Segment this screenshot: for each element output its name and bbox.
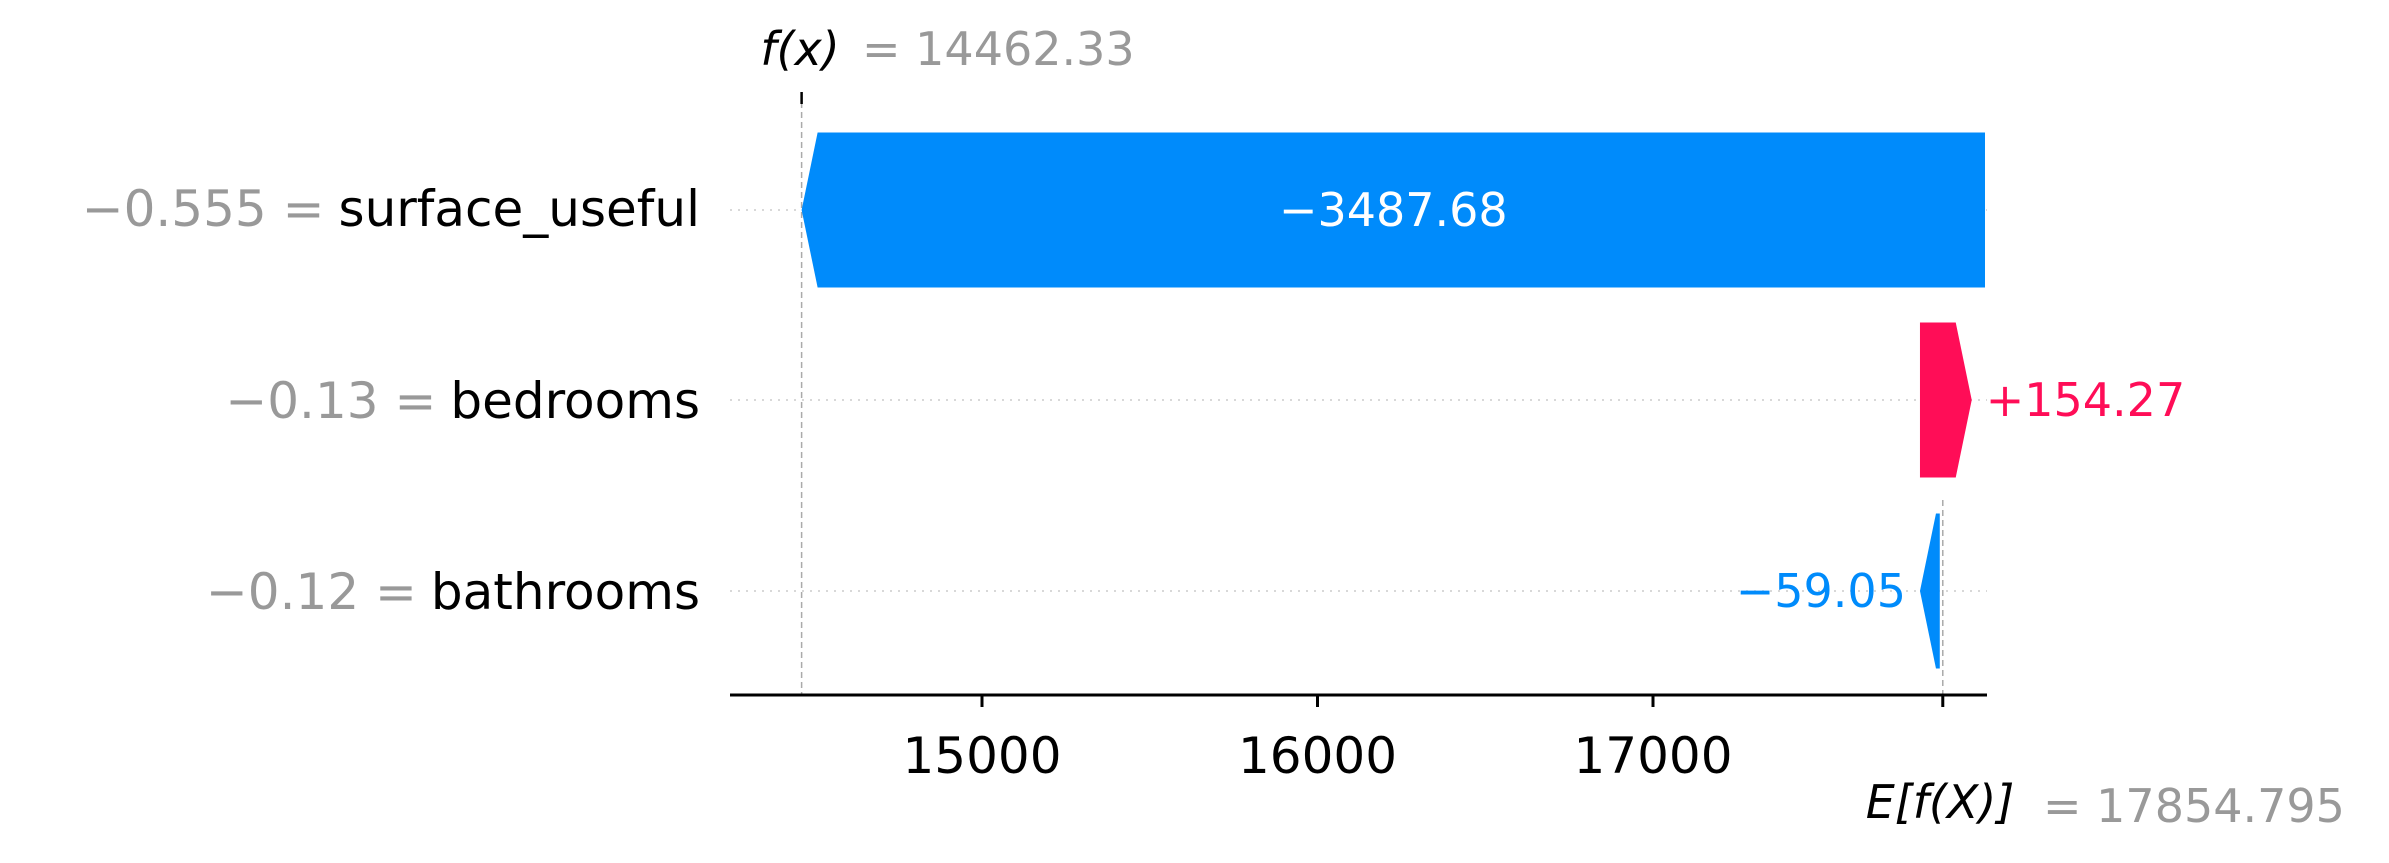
plot-area: −3487.68 +154.27 −59.05 15000 16000 17000 bbox=[730, 92, 2185, 785]
feature-label-surface-useful: −0.555 = surface_useful bbox=[82, 180, 700, 238]
feature-value-bathrooms: −0.12 = bbox=[206, 563, 417, 621]
feature-name-surface-useful: surface_useful bbox=[339, 180, 700, 238]
bar-label-bathrooms: −59.05 bbox=[1736, 564, 1906, 618]
fx-value-label: = 14462.33 bbox=[862, 22, 1135, 76]
x-tick-label-16000: 16000 bbox=[1238, 727, 1397, 785]
feature-name-bedrooms: bedrooms bbox=[450, 372, 700, 430]
bar-label-surface-useful: −3487.68 bbox=[1279, 183, 1508, 237]
feature-value-surface-useful: −0.555 = bbox=[82, 180, 325, 238]
feature-labels: −0.555 = surface_useful −0.13 = bedrooms −… bbox=[82, 180, 700, 621]
efx-value-label: = 17854.795 bbox=[2043, 779, 2345, 833]
feature-label-bathrooms: −0.12 = bathrooms bbox=[206, 563, 700, 621]
feature-name-bathrooms: bathrooms bbox=[431, 563, 700, 621]
bar-surface-useful bbox=[801, 132, 1985, 288]
x-tick-label-17000: 17000 bbox=[1573, 727, 1732, 785]
bar-bathrooms bbox=[1919, 513, 1940, 669]
fx-symbol: f(x) bbox=[760, 22, 839, 76]
efx-symbol: E[f(X)] bbox=[1866, 775, 2015, 829]
feature-value-bedrooms: −0.13 = bbox=[225, 372, 436, 430]
bar-bedrooms bbox=[1919, 322, 1972, 478]
x-tick-label-15000: 15000 bbox=[902, 727, 1061, 785]
bar-label-bedrooms: +154.27 bbox=[1986, 373, 2186, 427]
feature-label-bedrooms: −0.13 = bedrooms bbox=[225, 372, 700, 430]
